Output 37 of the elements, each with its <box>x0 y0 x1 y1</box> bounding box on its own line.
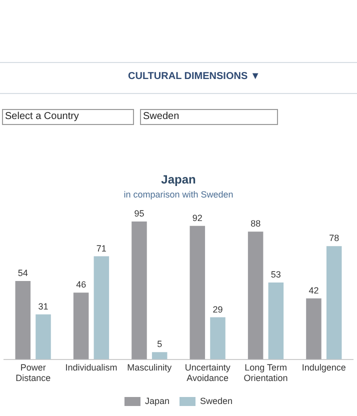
chart-subtitle: in comparison with Sweden <box>124 189 234 200</box>
text: CULTURAL DIMENSIONS ▼ <box>128 71 260 82</box>
text: Select a Country <box>2 109 134 125</box>
x-tick-label: Power Distance <box>16 362 51 384</box>
bar <box>326 246 342 360</box>
bar <box>36 314 51 360</box>
x-tick-label: Uncertainty Avoidance <box>184 362 231 384</box>
bar <box>210 317 226 360</box>
chart-title: Japan <box>161 172 196 187</box>
bar <box>268 282 284 360</box>
x-tick-label: Indulgence <box>302 362 346 372</box>
legend-label: Sweden <box>200 396 233 406</box>
data-label: 42 <box>308 285 319 296</box>
data-label: 78 <box>329 233 340 244</box>
data-label: 46 <box>76 280 86 290</box>
bar <box>132 221 147 360</box>
text: Sweden <box>140 109 278 125</box>
data-label: 53 <box>270 269 281 280</box>
bar <box>15 280 31 360</box>
data-label: 88 <box>250 218 261 229</box>
bar <box>152 352 168 360</box>
bar <box>190 226 206 360</box>
data-label: 29 <box>212 304 223 314</box>
data-label: 31 <box>38 301 48 312</box>
x-tick-label: Individualism <box>65 362 118 372</box>
bar <box>73 292 89 360</box>
data-label: 54 <box>18 268 28 278</box>
x-tick-label: Masculinity <box>127 362 172 372</box>
data-label: 71 <box>96 243 106 254</box>
bar <box>306 298 322 360</box>
data-label: 5 <box>157 339 162 350</box>
legend-label: Japan <box>144 396 170 406</box>
data-label: 95 <box>134 208 144 218</box>
x-tick-label: Long Term Orientation <box>244 362 288 384</box>
bar <box>248 232 264 360</box>
data-label: 92 <box>192 212 202 223</box>
bar <box>94 256 110 360</box>
